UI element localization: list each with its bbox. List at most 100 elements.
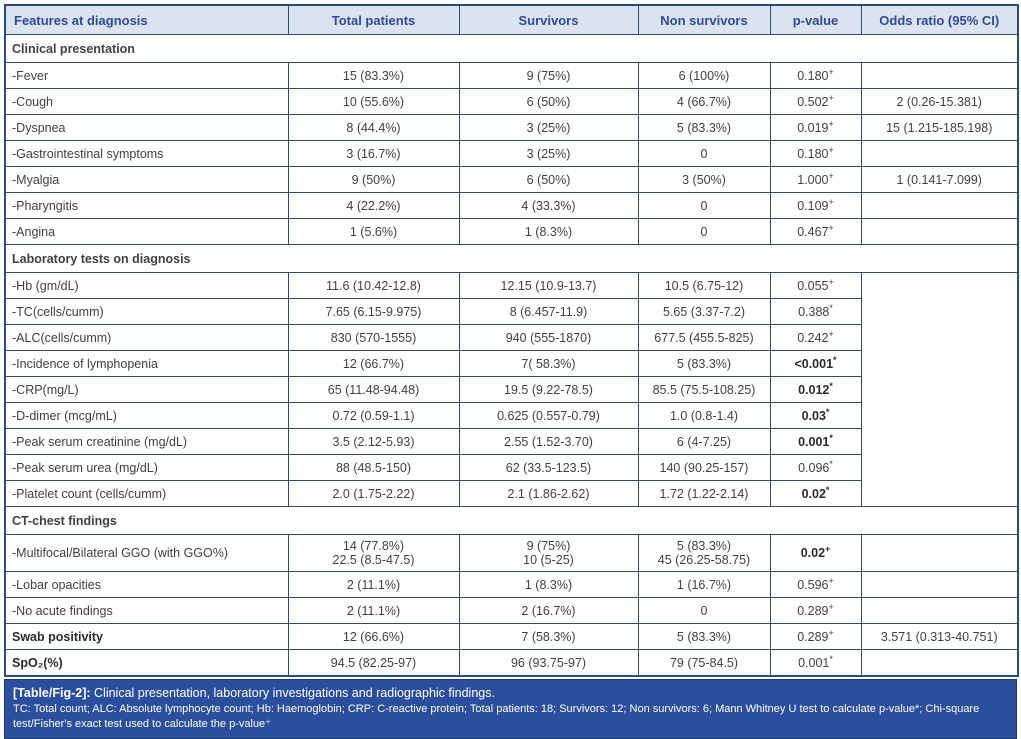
total-patients-cell: 11.6 (10.42-12.8) xyxy=(287,272,460,299)
odds-ratio-cell xyxy=(860,140,1019,167)
odds-ratio-cell xyxy=(860,597,1019,624)
survivors-cell: 1 (8.3%) xyxy=(458,218,639,245)
total-patients-cell: 4 (22.2%) xyxy=(287,192,460,219)
survivors-cell: 6 (50%) xyxy=(458,166,639,193)
table-fig-2-page: Features at diagnosis Total patients Sur… xyxy=(4,4,1019,739)
table-row: -Angina 1 (5.6%) 1 (8.3%) 0 0.467+ xyxy=(4,218,1019,245)
table-row: -Myalgia 9 (50%) 6 (50%) 3 (50%) 1.000+ 1 (0.… xyxy=(4,166,1019,193)
non-survivors-cell: 0 xyxy=(637,218,771,245)
feature-cell: -Angina xyxy=(4,218,289,245)
p-value-cell: 1.000+ xyxy=(769,166,862,193)
feature-cell: -TC(cells/cumm) xyxy=(4,298,289,325)
figure-title: Clinical presentation, laboratory invest… xyxy=(90,686,495,700)
feature-cell: -ALC(cells/cumm) xyxy=(4,324,289,351)
header-total-patients: Total patients xyxy=(287,4,460,35)
p-value-superscript: * xyxy=(829,302,833,313)
non-survivors-cell: 6 (4-7.25) xyxy=(637,428,771,455)
p-value-cell: 0.180+ xyxy=(769,140,862,167)
table-row: -Cough 10 (55.6%) 6 (50%) 4 (66.7%) 0.502+ 2 … xyxy=(4,88,1019,115)
total-patients-cell: 12 (66.7%) xyxy=(287,350,460,377)
p-value-superscript: + xyxy=(828,170,834,181)
feature-cell: -Gastrointestinal symptoms xyxy=(4,140,289,167)
total-patients-cell: 3.5 (2.12-5.93) xyxy=(287,428,460,455)
non-survivors-cell: 0 xyxy=(637,192,771,219)
figure-label: [Table/Fig-2]: xyxy=(13,686,91,700)
p-value-cell: 0.467+ xyxy=(769,218,862,245)
p-value-cell: 0.019+ xyxy=(769,114,862,141)
section-header-row: Clinical presentation xyxy=(4,34,1019,63)
p-value-cell: 0.289+ xyxy=(769,623,862,650)
p-value-cell: 0.001* xyxy=(769,649,862,677)
survivors-cell: 2.1 (1.86-2.62) xyxy=(458,480,639,507)
table-row: SpO₂(%) 94.5 (82.25-97) 96 (93.75-97) 79 (7… xyxy=(4,649,1019,677)
p-value-superscript: + xyxy=(828,66,834,77)
odds-ratio-cell: 1 (0.141-7.099) xyxy=(860,166,1019,193)
feature-cell: -Hb (gm/dL) xyxy=(4,272,289,299)
feature-cell: -No acute findings xyxy=(4,597,289,624)
table-row: -No acute findings 2 (11.1%) 2 (16.7%) 0 0.2… xyxy=(4,597,1019,624)
non-survivors-cell: 0 xyxy=(637,597,771,624)
survivors-cell: 9 (75%) 10 (5-25) xyxy=(458,534,639,572)
total-patients-cell: 9 (50%) xyxy=(287,166,460,193)
p-value-superscript: * xyxy=(829,458,833,469)
table-row: -Peak serum urea (mg/dL) 88 (48.5-150) 62 … xyxy=(4,454,1018,481)
feature-cell: -D-dimer (mcg/mL) xyxy=(4,402,289,429)
total-patients-cell: 830 (570-1555) xyxy=(287,324,460,351)
p-value-cell: 0.109+ xyxy=(769,192,862,219)
odds-ratio-cell xyxy=(860,272,1019,507)
non-survivors-cell: 4 (66.7%) xyxy=(637,88,771,115)
odds-ratio-cell xyxy=(860,534,1019,572)
survivors-cell: 7 (58.3%) xyxy=(458,623,639,650)
p-value-cell: 0.096* xyxy=(769,454,862,481)
p-value-cell: 0.012* xyxy=(769,376,862,403)
feature-cell: -Cough xyxy=(4,88,289,115)
non-survivors-cell: 5 (83.3%) xyxy=(637,114,771,141)
section-title: Laboratory tests on diagnosis xyxy=(4,244,1019,273)
table-row: -TC(cells/cumm) 7.65 (6.15-9.975) 8 (6.457… xyxy=(4,298,1018,325)
p-value-superscript: + xyxy=(828,575,834,586)
section-title: CT-chest findings xyxy=(4,506,1019,535)
p-value-superscript: + xyxy=(828,627,834,638)
p-value-superscript: + xyxy=(828,276,834,287)
total-patients-cell: 10 (55.6%) xyxy=(287,88,460,115)
p-value-superscript: * xyxy=(829,653,833,664)
odds-ratio-cell: 2 (0.26-15.381) xyxy=(860,88,1019,115)
odds-ratio-cell xyxy=(860,218,1019,245)
caption-notes: TC: Total count; ALC: Absolute lymphocyt… xyxy=(13,703,980,730)
feature-cell: -Incidence of lymphopenia xyxy=(4,350,289,377)
caption-title-line: [Table/Fig-2]: Clinical presentation, la… xyxy=(13,685,1008,701)
survivors-cell: 3 (25%) xyxy=(458,140,639,167)
table-row: -Lobar opacities 2 (11.1%) 1 (8.3%) 1 (16.7… xyxy=(4,571,1019,598)
odds-ratio-cell xyxy=(860,192,1019,219)
total-patients-cell: 0.72 (0.59-1.1) xyxy=(287,402,460,429)
feature-cell: -Peak serum creatinine (mg/dL) xyxy=(4,428,289,455)
feature-cell: -CRP(mg/L) xyxy=(4,376,289,403)
p-value-superscript: * xyxy=(825,406,830,417)
p-value-cell: 0.02+ xyxy=(769,534,862,572)
p-value-superscript: + xyxy=(828,601,834,612)
p-value-cell: 0.502+ xyxy=(769,88,862,115)
header-row: Features at diagnosis Total patients Sur… xyxy=(4,4,1019,35)
non-survivors-cell: 5.65 (3.37-7.2) xyxy=(637,298,771,325)
non-survivors-cell: 10.5 (6.75-12) xyxy=(637,272,771,299)
total-patients-cell: 88 (48.5-150) xyxy=(287,454,460,481)
total-patients-cell: 94.5 (82.25-97) xyxy=(287,649,460,677)
total-patients-cell: 12 (66.6%) xyxy=(287,623,460,650)
non-survivors-cell: 85.5 (75.5-108.25) xyxy=(637,376,771,403)
p-value-superscript: * xyxy=(833,354,837,365)
table-row: -Gastrointestinal symptoms 3 (16.7%) 3 (25… xyxy=(4,140,1019,167)
table-row: -Multifocal/Bilateral GGO (with GGO%) 14 … xyxy=(4,534,1019,572)
section-title: Clinical presentation xyxy=(4,34,1019,63)
feature-cell: -Dyspnea xyxy=(4,114,289,141)
non-survivors-cell: 79 (75-84.5) xyxy=(637,649,771,677)
header-survivors: Survivors xyxy=(458,4,639,35)
table-row: -Peak serum creatinine (mg/dL) 3.5 (2.12-… xyxy=(4,428,1018,455)
table-row: -Platelet count (cells/cumm) 2.0 (1.75-2.… xyxy=(4,480,1018,507)
total-patients-cell: 8 (44.4%) xyxy=(287,114,460,141)
survivors-cell: 9 (75%) xyxy=(458,62,639,89)
header-odds-ratio: Odds ratio (95% CI) xyxy=(860,4,1019,35)
feature-cell: -Peak serum urea (mg/dL) xyxy=(4,454,289,481)
header-non-survivors: Non survivors xyxy=(637,4,771,35)
survivors-cell: 62 (33.5-123.5) xyxy=(458,454,639,481)
p-value-cell: 0.180+ xyxy=(769,62,862,89)
